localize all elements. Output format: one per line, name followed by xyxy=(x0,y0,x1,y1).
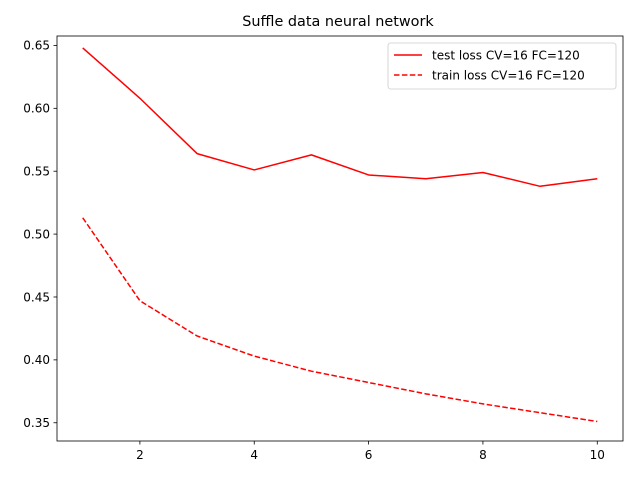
series-line-test-loss xyxy=(82,47,598,188)
chart-title: Suffle data neural network xyxy=(242,14,434,30)
y-tick-label: 0.65 xyxy=(23,39,50,53)
legend: test loss CV=16 FC=120 train loss CV=16 F… xyxy=(387,42,617,90)
x-tick-label: 2 xyxy=(136,448,144,462)
legend-label: test loss CV=16 FC=120 xyxy=(432,48,580,62)
plot-area xyxy=(82,47,598,423)
y-tick-label: 0.40 xyxy=(23,353,50,367)
y-tick-label: 0.60 xyxy=(23,102,50,116)
y-tick-label: 0.45 xyxy=(23,290,50,304)
x-tick-label: 10 xyxy=(590,448,605,462)
axes-frame xyxy=(56,35,624,442)
y-tick-label: 0.50 xyxy=(23,227,50,241)
y-tick-label: 0.35 xyxy=(23,416,50,430)
legend-box xyxy=(387,42,617,90)
x-tick-label: 4 xyxy=(250,448,258,462)
y-tick-label: 0.55 xyxy=(23,165,50,179)
axes: 2 4 6 8 10 0.35 0.40 0.45 0.50 0.55 0.60 0.65 xyxy=(23,35,624,462)
legend-label: train loss CV=16 FC=120 xyxy=(432,68,585,82)
x-tick-label: 6 xyxy=(365,448,373,462)
series-line-train-loss xyxy=(82,217,598,423)
x-tick-label: 8 xyxy=(479,448,487,462)
